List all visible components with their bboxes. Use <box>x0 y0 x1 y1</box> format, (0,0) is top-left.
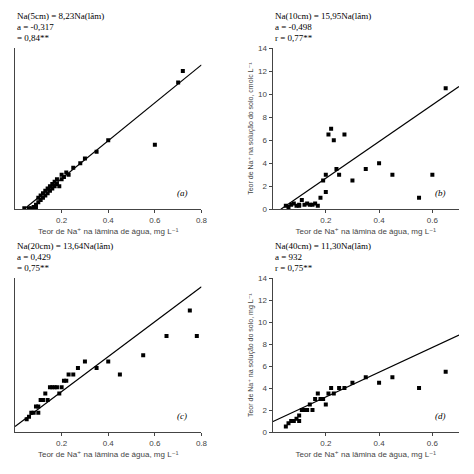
svg-text:8: 8 <box>262 113 267 122</box>
svg-text:0: 0 <box>262 428 267 437</box>
svg-text:0.2: 0.2 <box>320 439 332 448</box>
svg-text:0.6: 0.6 <box>149 216 161 225</box>
svg-text:8: 8 <box>262 340 267 349</box>
svg-text:12: 12 <box>258 296 267 305</box>
svg-text:Na(20cm) = 13,64Na(lâm): Na(20cm) = 13,64Na(lâm) <box>17 241 113 251</box>
svg-text:a = 932: a = 932 <box>275 252 302 262</box>
svg-text:(c): (c) <box>177 411 187 421</box>
svg-text:0.2: 0.2 <box>56 216 68 225</box>
svg-text:(b): (b) <box>435 188 446 198</box>
svg-text:4: 4 <box>262 384 267 393</box>
svg-text:Na(40cm) = 11,30Na(lâm): Na(40cm) = 11,30Na(lâm) <box>275 241 371 251</box>
svg-text:4: 4 <box>262 159 267 168</box>
svg-text:0.4: 0.4 <box>374 439 386 448</box>
svg-text:Na(10cm) = 15,95Na(lâm): Na(10cm) = 15,95Na(lâm) <box>275 11 371 21</box>
svg-text:Teor de Na⁺ na lâmina de água,: Teor de Na⁺ na lâmina de água, mg L⁻¹ <box>38 227 179 236</box>
svg-text:Teor de Na⁺ na lâmina de água,: Teor de Na⁺ na lâmina de água, mg L⁻¹ <box>38 450 179 459</box>
svg-text:(a): (a) <box>177 188 188 198</box>
svg-text:0.6: 0.6 <box>427 216 439 225</box>
svg-text:(d): (d) <box>435 411 446 421</box>
svg-text:0.2: 0.2 <box>320 216 332 225</box>
svg-text:6: 6 <box>262 136 267 145</box>
svg-text:Teor de Na⁺ na solução do solo: Teor de Na⁺ na solução do solo, cmolc L⁻… <box>247 62 255 195</box>
svg-text:14: 14 <box>258 274 267 283</box>
svg-text:10: 10 <box>258 90 267 99</box>
svg-text:6: 6 <box>262 362 267 371</box>
svg-text:Teor de Na⁺ na lâmina de água,: Teor de Na⁺ na lâmina de água, mg L⁻¹ <box>295 450 436 459</box>
svg-text:= 0,75**: = 0,75** <box>17 263 50 273</box>
svg-text:0.8: 0.8 <box>196 216 208 225</box>
svg-text:a = 0,429: a = 0,429 <box>17 252 51 262</box>
svg-text:0.4: 0.4 <box>103 216 115 225</box>
svg-text:r = 0,75**: r = 0,75** <box>275 263 313 273</box>
svg-text:0.2: 0.2 <box>56 439 68 448</box>
svg-text:= 0,84**: = 0,84** <box>17 33 50 43</box>
svg-text:0.4: 0.4 <box>103 439 115 448</box>
svg-text:0.8: 0.8 <box>196 439 208 448</box>
svg-text:14: 14 <box>258 44 267 53</box>
svg-text:a = -0,317: a = -0,317 <box>17 22 54 32</box>
svg-text:12: 12 <box>258 67 267 76</box>
svg-text:2: 2 <box>262 182 267 191</box>
svg-text:Teor de Na⁺ na lâmina de água,: Teor de Na⁺ na lâmina de água, mg L⁻¹ <box>295 227 436 236</box>
svg-text:0.6: 0.6 <box>149 439 161 448</box>
svg-text:r = 0,77**: r = 0,77** <box>275 33 313 43</box>
svg-text:0.6: 0.6 <box>427 439 439 448</box>
svg-text:10: 10 <box>258 318 267 327</box>
svg-text:2: 2 <box>262 406 267 415</box>
svg-text:Na(5cm) = 8,23Na(lâm): Na(5cm) = 8,23Na(lâm) <box>17 11 104 21</box>
svg-text:0.4: 0.4 <box>374 216 386 225</box>
svg-text:a = -0,498: a = -0,498 <box>275 22 312 32</box>
svg-text:0: 0 <box>262 205 267 214</box>
svg-text:Teor de Na⁺ na solução do solo: Teor de Na⁺ na solução do solo, mg L⁻¹ <box>247 293 255 417</box>
